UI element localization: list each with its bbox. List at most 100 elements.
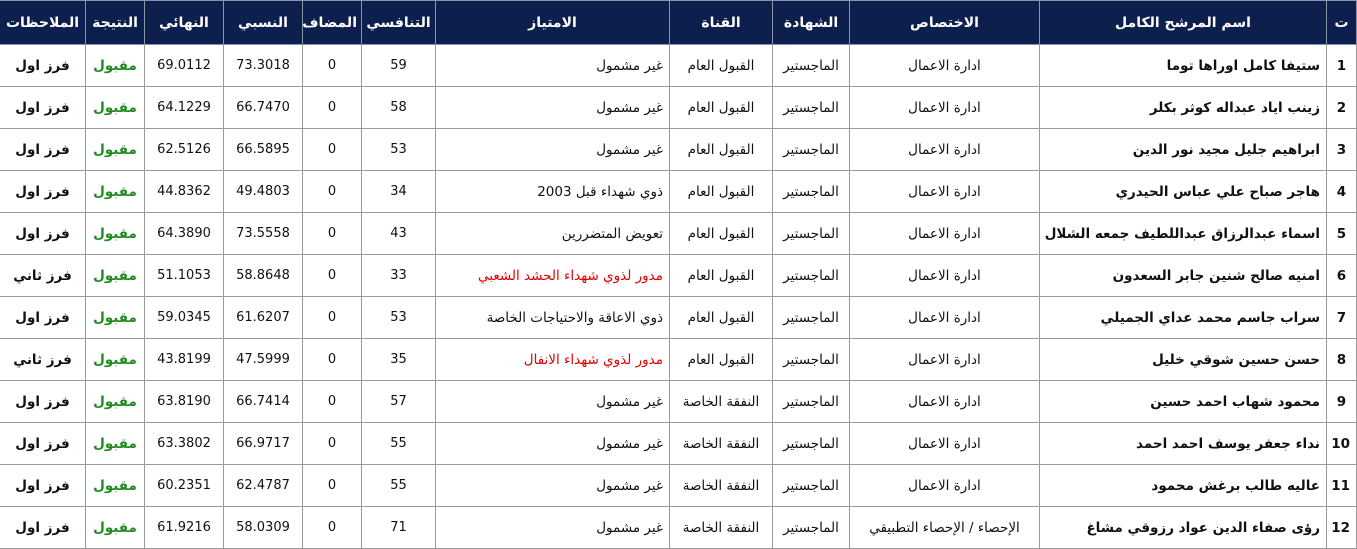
table-cell: فرز اول bbox=[0, 128, 86, 171]
table-cell: القبول العام bbox=[669, 170, 773, 213]
table-cell: 11 bbox=[1326, 464, 1357, 507]
table-cell: 0 bbox=[302, 422, 362, 465]
column-header: المضاف bbox=[302, 0, 362, 45]
table-cell: 10 bbox=[1326, 422, 1357, 465]
table-row: 2 زينب اياد عبداله كوثر بكلر ادارة الاعمال… bbox=[0, 86, 1357, 129]
table-row: 8 حسن حسين شوقي خليل ادارة الاعمال الماجستي… bbox=[0, 338, 1357, 381]
table-cell: محمود شهاب احمد حسين bbox=[1039, 380, 1327, 423]
table-cell: 58.0309 bbox=[223, 506, 303, 549]
table-cell: مقبول bbox=[85, 506, 145, 549]
table-cell: 62.5126 bbox=[144, 128, 224, 171]
table-cell: 73.3018 bbox=[223, 44, 303, 87]
table-cell: 8 bbox=[1326, 338, 1357, 381]
table-cell: 35 bbox=[361, 338, 436, 381]
table-cell: ابراهيم جليل مجيد نور الدين bbox=[1039, 128, 1327, 171]
table-cell: هاجر صباح علي عباس الحيدري bbox=[1039, 170, 1327, 213]
column-header: النسبي bbox=[223, 0, 303, 45]
table-cell: مقبول bbox=[85, 170, 145, 213]
table-cell: مقبول bbox=[85, 212, 145, 255]
table-cell: 0 bbox=[302, 296, 362, 339]
table-cell: مدور لذوي شهداء الحشد الشعبي bbox=[435, 254, 670, 297]
table-cell: 60.2351 bbox=[144, 464, 224, 507]
table-cell: فرز اول bbox=[0, 296, 86, 339]
table-cell: ادارة الاعمال bbox=[849, 338, 1040, 381]
table-cell: مقبول bbox=[85, 464, 145, 507]
table-cell: 12 bbox=[1326, 506, 1357, 549]
table-cell: 49.4803 bbox=[223, 170, 303, 213]
column-header: النتيجة bbox=[85, 0, 145, 45]
table-cell: الماجستير bbox=[772, 506, 850, 549]
table-row: 12 رؤى صفاء الدين عواد رزوقي مشاغ الإحصاء … bbox=[0, 506, 1357, 549]
table-cell: 53 bbox=[361, 128, 436, 171]
table-cell: 55 bbox=[361, 464, 436, 507]
table-cell: 73.5558 bbox=[223, 212, 303, 255]
column-header: الشهادة bbox=[772, 0, 850, 45]
table-cell: الماجستير bbox=[772, 380, 850, 423]
table-cell: القبول العام bbox=[669, 296, 773, 339]
table-row: 3 ابراهيم جليل مجيد نور الدين ادارة الاعما… bbox=[0, 128, 1357, 171]
table-cell: 0 bbox=[302, 212, 362, 255]
table-cell: الإحصاء / الإحصاء التطبيقي bbox=[849, 506, 1040, 549]
column-header: التنافسي bbox=[361, 0, 436, 45]
table-cell: 57 bbox=[361, 380, 436, 423]
table-cell: القبول العام bbox=[669, 338, 773, 381]
table-cell: ادارة الاعمال bbox=[849, 86, 1040, 129]
table-cell: مدور لذوي شهداء الانفال bbox=[435, 338, 670, 381]
table-cell: الماجستير bbox=[772, 44, 850, 87]
table-cell: القبول العام bbox=[669, 44, 773, 87]
table-cell: سراب جاسم محمد عداي الجميلي bbox=[1039, 296, 1327, 339]
table-cell: 66.7414 bbox=[223, 380, 303, 423]
table-cell: مقبول bbox=[85, 86, 145, 129]
table-cell: مقبول bbox=[85, 380, 145, 423]
table-cell: 0 bbox=[302, 86, 362, 129]
table-cell: غير مشمول bbox=[435, 464, 670, 507]
table-body: 1 ستيفا كامل اوراها توما ادارة الاعمال الما… bbox=[0, 44, 1357, 549]
table-cell: 0 bbox=[302, 44, 362, 87]
table-cell: فرز اول bbox=[0, 422, 86, 465]
header-row: ت اسم المرشح الكامل الاختصاص الشهادة القناة ا… bbox=[0, 0, 1357, 45]
table-cell: ادارة الاعمال bbox=[849, 212, 1040, 255]
table-cell: زينب اياد عبداله كوثر بكلر bbox=[1039, 86, 1327, 129]
table-cell: 3 bbox=[1326, 128, 1357, 171]
table-cell: ادارة الاعمال bbox=[849, 254, 1040, 297]
column-header: الاختصاص bbox=[849, 0, 1040, 45]
table-row: 4 هاجر صباح علي عباس الحيدري ادارة الاعمال… bbox=[0, 170, 1357, 213]
table-cell: النفقة الخاصة bbox=[669, 422, 773, 465]
table-cell: 59 bbox=[361, 44, 436, 87]
table-cell: غير مشمول bbox=[435, 44, 670, 87]
table-cell: غير مشمول bbox=[435, 422, 670, 465]
table-cell: 43 bbox=[361, 212, 436, 255]
table-cell: 71 bbox=[361, 506, 436, 549]
table-cell: 4 bbox=[1326, 170, 1357, 213]
table-cell: 0 bbox=[302, 338, 362, 381]
table-cell: فرز اول bbox=[0, 380, 86, 423]
table-cell: 34 bbox=[361, 170, 436, 213]
table-cell: مقبول bbox=[85, 254, 145, 297]
table-row: 11 عاليه طالب برغش محمود ادارة الاعمال الما… bbox=[0, 464, 1357, 507]
table-cell: القبول العام bbox=[669, 86, 773, 129]
table-cell: 66.7470 bbox=[223, 86, 303, 129]
table-cell: ادارة الاعمال bbox=[849, 380, 1040, 423]
table-cell: 0 bbox=[302, 170, 362, 213]
table-cell: حسن حسين شوقي خليل bbox=[1039, 338, 1327, 381]
table-cell: فرز اول bbox=[0, 170, 86, 213]
table-cell: 0 bbox=[302, 464, 362, 507]
table-cell: 51.1053 bbox=[144, 254, 224, 297]
table-cell: مقبول bbox=[85, 296, 145, 339]
table-cell: فرز ثاني bbox=[0, 254, 86, 297]
table-cell: 66.9717 bbox=[223, 422, 303, 465]
table-cell: الماجستير bbox=[772, 338, 850, 381]
column-header: اسم المرشح الكامل bbox=[1039, 0, 1327, 45]
table-cell: عاليه طالب برغش محمود bbox=[1039, 464, 1327, 507]
table-cell: ستيفا كامل اوراها توما bbox=[1039, 44, 1327, 87]
table-cell: ذوي شهداء قبل 2003 bbox=[435, 170, 670, 213]
table-cell: ادارة الاعمال bbox=[849, 422, 1040, 465]
table-cell: 43.8199 bbox=[144, 338, 224, 381]
table-cell: الماجستير bbox=[772, 86, 850, 129]
table-header: ت اسم المرشح الكامل الاختصاص الشهادة القناة ا… bbox=[0, 0, 1357, 45]
table-cell: ادارة الاعمال bbox=[849, 44, 1040, 87]
table-row: 5 اسماء عبدالرزاق عبداللطيف جمعه الشلال اد… bbox=[0, 212, 1357, 255]
table-cell: الماجستير bbox=[772, 296, 850, 339]
table-cell: الماجستير bbox=[772, 212, 850, 255]
